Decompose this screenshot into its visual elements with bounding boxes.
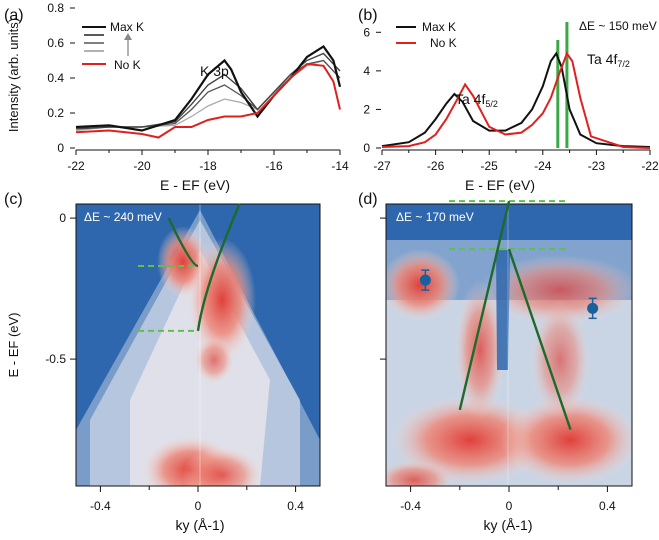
- y-tick-label-a: 0.2: [47, 106, 64, 120]
- y-tick-label-a: 0.4: [47, 71, 64, 85]
- x-tick-label-b: -24: [534, 159, 552, 173]
- x-tick-label: -0.4: [400, 499, 421, 513]
- y-tick-label-b: 2: [363, 102, 370, 116]
- x-tick-label-a: -18: [199, 159, 217, 173]
- annotation-ta-4f72: Ta 4f7/2: [587, 51, 630, 69]
- y-axis-label-a: Intensity (arb. units): [6, 18, 21, 132]
- series-line-a-0: [75, 45, 342, 132]
- plot-area-a: [75, 45, 342, 139]
- x-tick-label-a: -14: [331, 159, 349, 173]
- annotation-k3p: K 3p: [200, 63, 229, 79]
- x-axis-label-c: ky (Å-1): [176, 517, 225, 533]
- x-tick-label-a: -16: [265, 159, 283, 173]
- x-tick-label-b: -26: [427, 159, 445, 173]
- x-tick-label: -0.4: [90, 499, 111, 513]
- x-ticks-d: -0.4 0 0.4: [400, 486, 616, 513]
- series-line-b-0: [381, 51, 651, 148]
- band-fit-right: [196, 203, 241, 332]
- x-tick-label-b: -23: [588, 159, 606, 173]
- x-tick-label: 0.4: [287, 499, 304, 513]
- annotation-shift-b: ΔE ~ 150 meV: [579, 19, 657, 33]
- y-ticks-b: 0 2 4 6: [363, 25, 381, 155]
- x-ticks-c: -0.4 0 0.4: [90, 486, 304, 513]
- y-axis-label-c: E - EF (eV): [6, 312, 21, 377]
- x-ticks-a: -22 -20 -18 -16 -14: [67, 150, 349, 173]
- annotation-ta-4f52: Ta 4f5/2: [455, 91, 498, 109]
- x-axis-label-a: E - EF (eV): [160, 177, 230, 193]
- band-fit-right: [507, 248, 572, 430]
- y-tick-label-a: 0.8: [47, 1, 64, 15]
- y-ticks-c: 0 -0.5: [45, 211, 76, 366]
- x-axis-label-b: E - EF (eV): [465, 177, 535, 193]
- y-ticks-d: [380, 217, 386, 360]
- overlay-d: [419, 200, 599, 430]
- x-tick-label-a: -20: [133, 159, 151, 173]
- annotation-c: ΔE ~ 240 meV: [84, 210, 162, 224]
- x-tick-label-b: -25: [481, 159, 499, 173]
- x-tick-label-b: -22: [641, 159, 659, 173]
- series-line-b-1: [381, 51, 651, 149]
- panel-label-a: (a): [4, 7, 24, 24]
- legend-a-top: Max K: [110, 20, 144, 34]
- plot-area-b: [381, 22, 651, 149]
- band-fit-left: [167, 217, 199, 268]
- legend-b-none: No K: [430, 36, 457, 50]
- x-tick-label: 0.4: [599, 499, 616, 513]
- data-marker: [419, 274, 431, 286]
- series-line-a-4: [75, 62, 341, 139]
- panel-label-c: (c): [4, 191, 23, 208]
- legend-a: Max K No K: [82, 20, 144, 72]
- data-marker: [587, 302, 599, 314]
- x-axis-label-d: ky (Å-1): [484, 517, 533, 533]
- heatmap-d: [386, 204, 632, 486]
- y-tick-label-a: 0: [57, 141, 64, 155]
- panel-c: (c) -0.4 0 0.4 0 -0.5 ΔE ~ 240 meV ky (Å-1)…: [4, 191, 321, 533]
- band-fit-left: [458, 200, 511, 411]
- overlay-c: [138, 203, 241, 332]
- y-tick-label-b: 6: [363, 25, 370, 39]
- x-tick-label: 0: [195, 499, 202, 513]
- y-tick-label-b: 0: [363, 141, 370, 155]
- legend-b: Max K No K: [396, 20, 457, 50]
- y-tick-label-a: 0.6: [47, 36, 64, 50]
- x-tick-label: 0: [506, 499, 513, 513]
- panel-label-b: (b): [358, 7, 378, 24]
- x-ticks-b: -27 -26 -25 -24 -23 -22: [373, 150, 659, 173]
- series-line-a-1: [75, 52, 341, 130]
- legend-a-bottom: No K: [114, 58, 141, 72]
- legend-b-max: Max K: [422, 20, 456, 34]
- y-tick-label-b: 4: [363, 64, 370, 78]
- y-tick-label: -0.5: [45, 352, 66, 366]
- y-tick-label: 0: [59, 211, 66, 225]
- heatmap-c: [76, 204, 320, 486]
- y-ticks-a: 0 0.2 0.4 0.6 0.8: [47, 1, 75, 155]
- x-tick-label-a: -22: [67, 159, 85, 173]
- panel-label-d: (d): [358, 191, 378, 208]
- panel-d: (d) -0.4 0 0.4 ΔE ~ 170 meV ky (Å-1): [358, 191, 633, 533]
- x-tick-label-b: -27: [373, 159, 391, 173]
- panel-a: (a) -22 -20 -18 -16 -14 0 0.2 0.4 0.6 0.8 E - EF…: [4, 1, 349, 193]
- annotation-d: ΔE ~ 170 meV: [396, 210, 474, 224]
